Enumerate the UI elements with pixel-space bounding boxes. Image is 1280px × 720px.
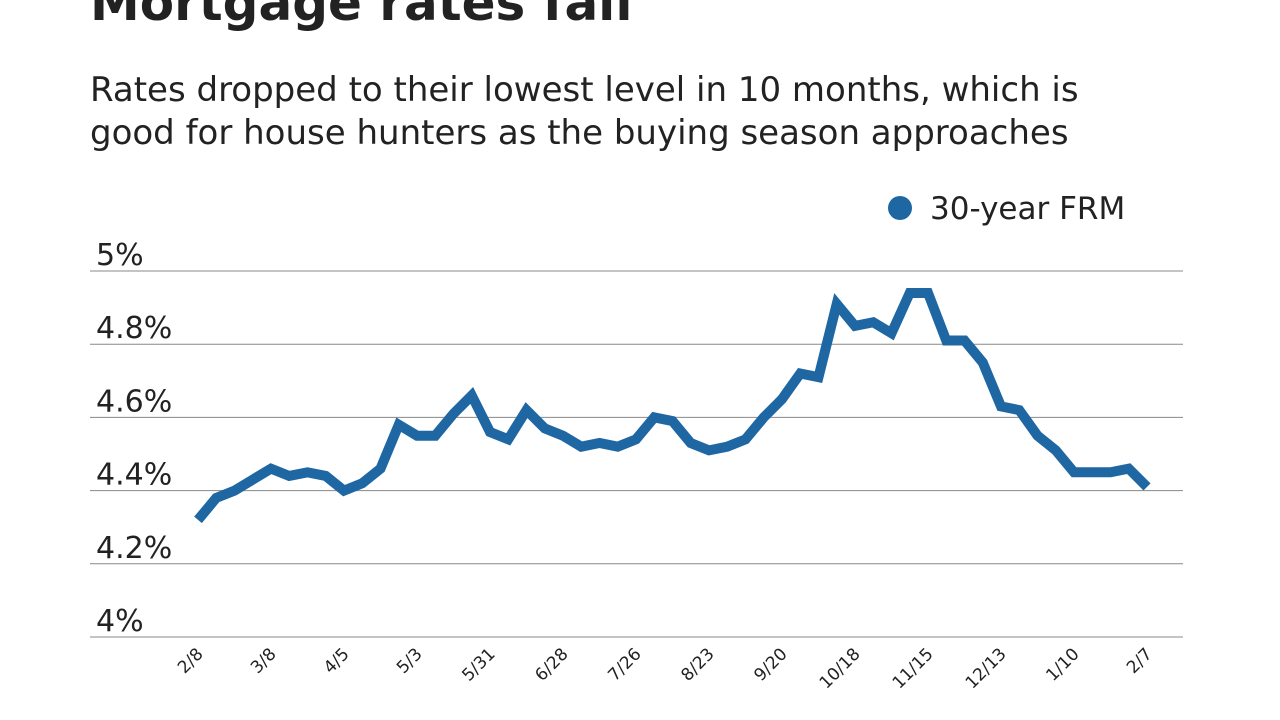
- x-tick-label: 10/18: [816, 644, 865, 693]
- x-tick-label: 7/26: [604, 644, 645, 685]
- x-tick-label: 2/8: [174, 644, 207, 677]
- x-tick-label: 8/23: [677, 644, 718, 685]
- chart-title: Mortgage rates fall: [90, 0, 632, 32]
- line-series: [194, 287, 1151, 524]
- x-tick-label: 1/10: [1042, 644, 1083, 685]
- x-tick-label: 5/3: [393, 644, 426, 677]
- x-tick-label: 3/8: [247, 644, 280, 677]
- y-tick-label: 4%: [96, 604, 144, 639]
- y-tick-label: 4.4%: [96, 458, 172, 493]
- x-tick-label: 12/13: [962, 644, 1011, 693]
- x-tick-label: 6/28: [531, 644, 572, 685]
- chart-subtitle: Rates dropped to their lowest level in 1…: [90, 70, 1079, 110]
- y-tick-label: 4.6%: [96, 384, 172, 419]
- x-tick-label: 4/5: [320, 644, 353, 677]
- y-tick-label: 5%: [96, 238, 144, 273]
- legend-label: 30-year FRM: [930, 191, 1125, 227]
- x-tick-label: 11/15: [889, 644, 938, 693]
- x-tick-label: 9/20: [750, 644, 791, 685]
- chart-subtitle: good for house hunters as the buying sea…: [90, 113, 1069, 153]
- legend-marker: [888, 196, 912, 220]
- x-tick-label: 2/7: [1123, 644, 1156, 677]
- y-tick-label: 4.2%: [96, 531, 172, 566]
- x-tick-label: 5/31: [458, 644, 499, 685]
- y-tick-label: 4.8%: [96, 311, 172, 346]
